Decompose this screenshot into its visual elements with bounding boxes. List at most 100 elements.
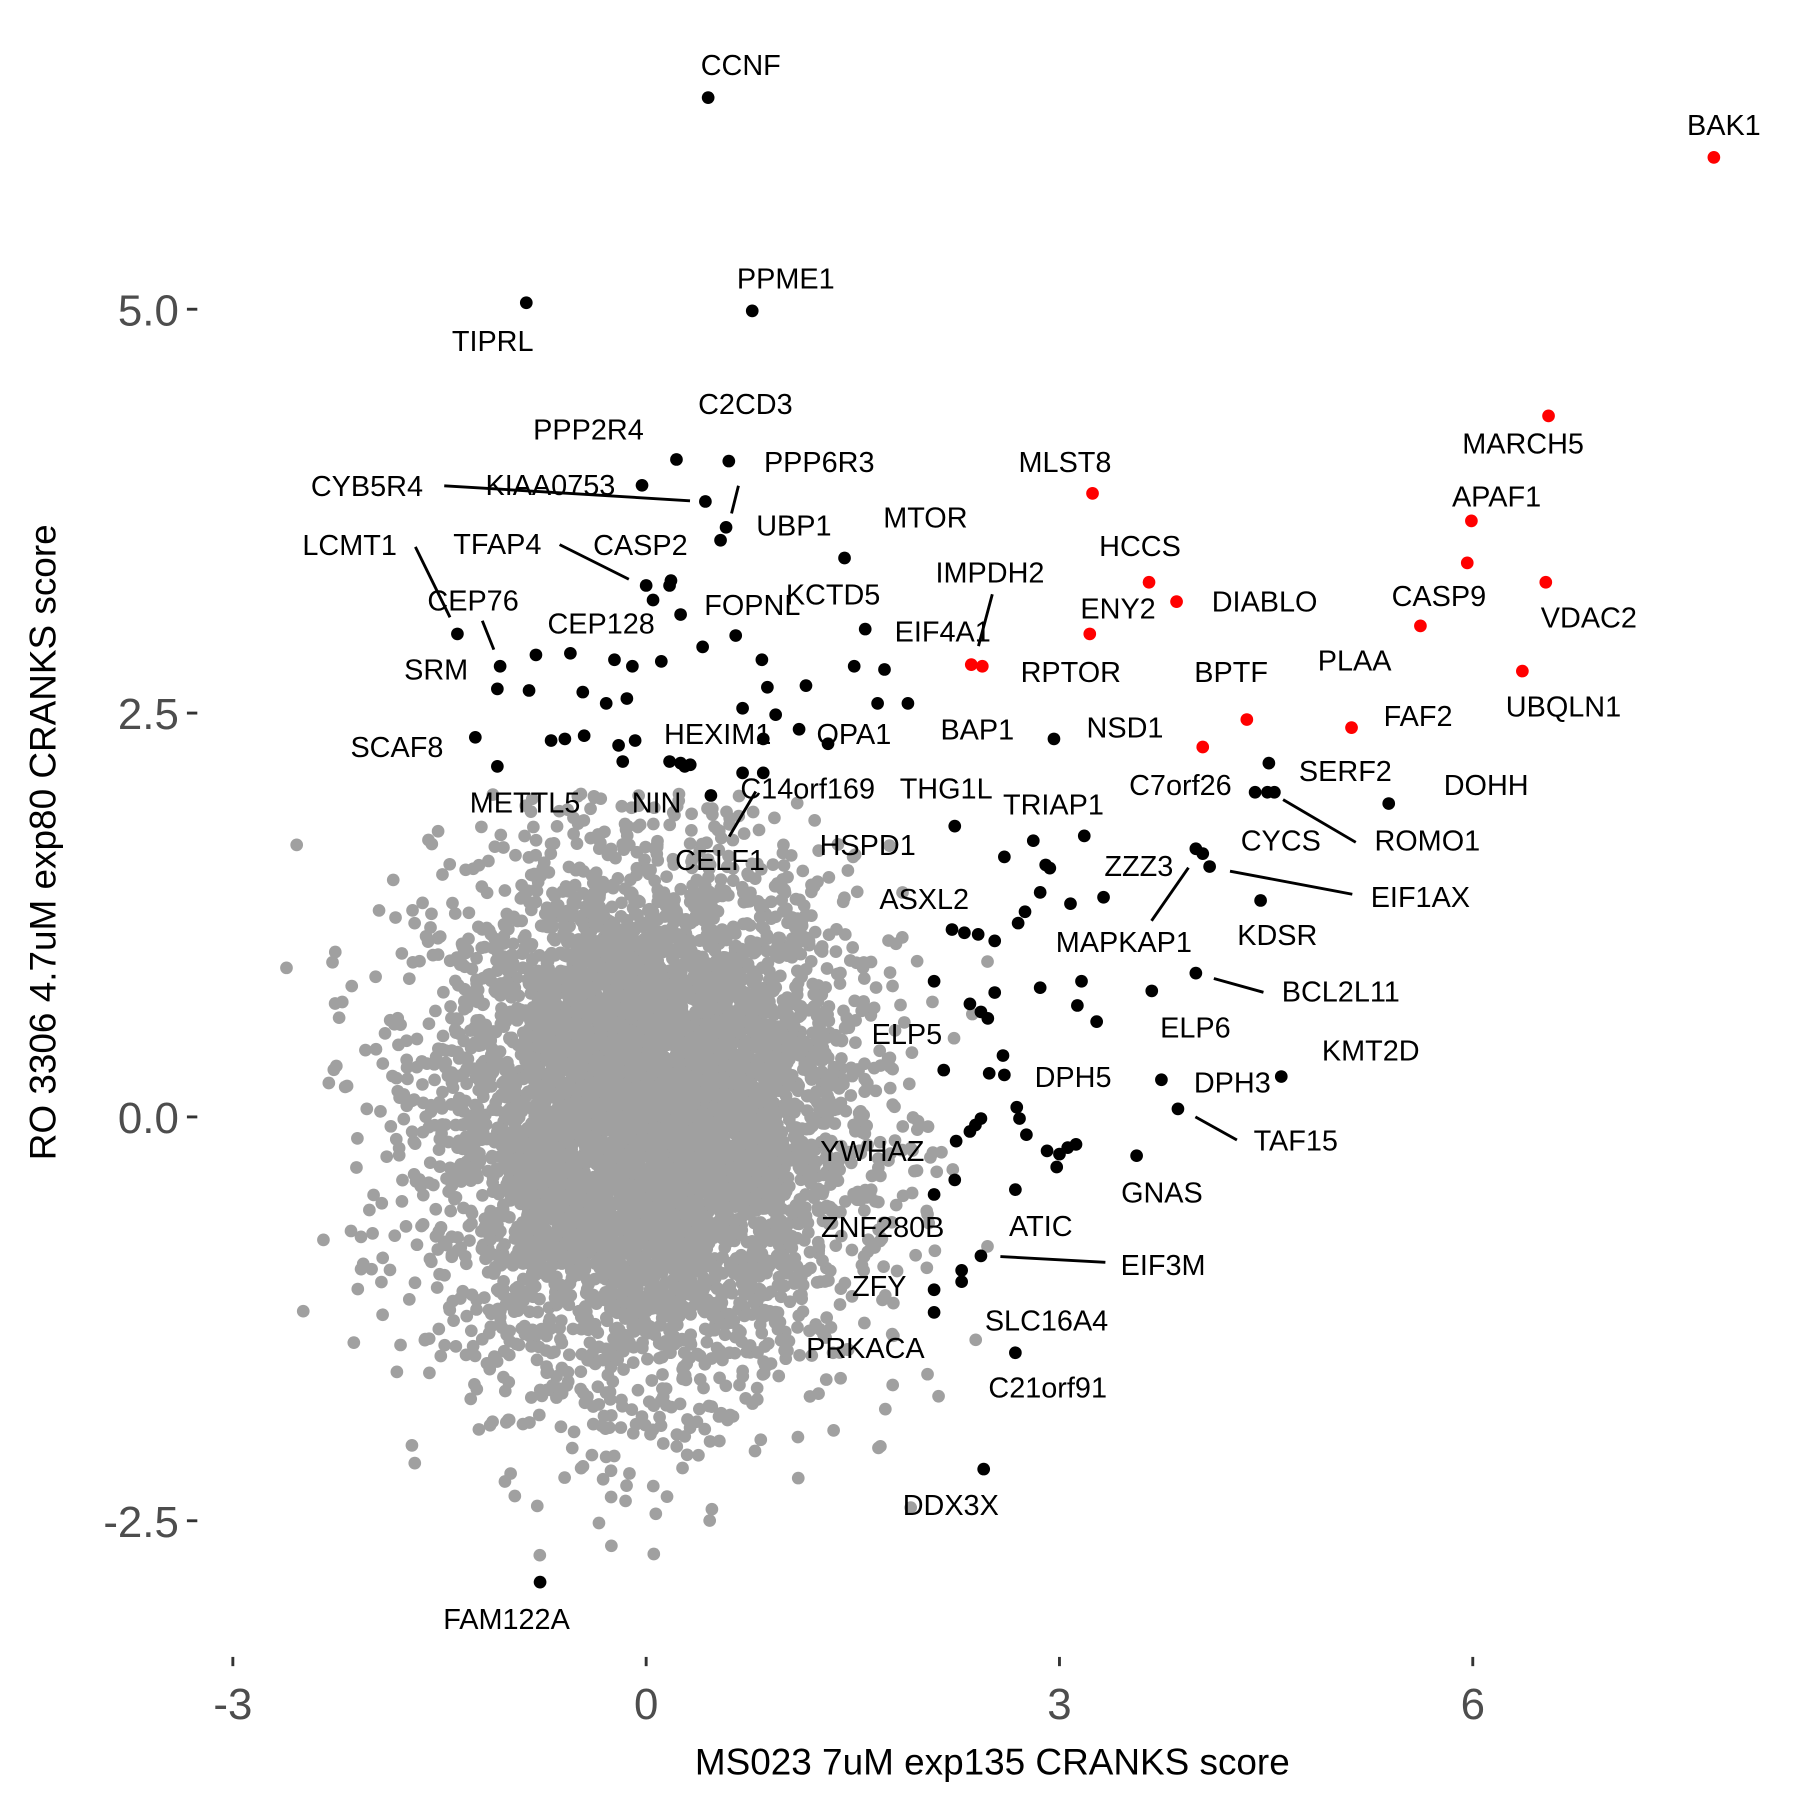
background-gene-point xyxy=(449,1340,463,1353)
background-gene-point xyxy=(726,874,740,887)
background-gene-point xyxy=(394,1338,407,1352)
background-gene-point xyxy=(566,1322,580,1336)
background-gene-point xyxy=(713,1434,726,1448)
background-gene-point xyxy=(565,1441,579,1455)
background-gene-point xyxy=(533,948,546,962)
background-gene-point xyxy=(574,1310,588,1324)
background-gene-point xyxy=(431,948,445,961)
background-gene-point xyxy=(515,947,529,961)
background-gene-point xyxy=(597,1409,611,1423)
background-gene-point xyxy=(464,1041,478,1055)
background-gene-point xyxy=(516,890,530,904)
background-gene-point xyxy=(884,1147,897,1160)
background-gene-point xyxy=(540,1366,554,1380)
background-gene-point xyxy=(695,837,709,851)
background-gene-point xyxy=(548,889,561,903)
background-gene-point xyxy=(562,1348,576,1362)
background-gene-point xyxy=(705,1400,719,1413)
background-gene-point xyxy=(744,934,757,948)
background-gene-point xyxy=(817,1031,831,1044)
background-gene-point xyxy=(416,896,429,910)
background-gene-point xyxy=(736,1014,750,1028)
background-gene-point xyxy=(407,1135,421,1149)
background-gene-point xyxy=(624,873,637,887)
background-gene-point xyxy=(418,1332,432,1346)
background-gene-point xyxy=(815,940,829,953)
background-gene-point xyxy=(752,823,766,837)
background-gene-point xyxy=(908,1164,921,1178)
background-gene-point xyxy=(472,920,485,934)
background-gene-point xyxy=(824,1178,837,1191)
background-gene-point xyxy=(774,1334,788,1347)
background-gene-point xyxy=(462,906,476,920)
background-gene-point xyxy=(431,824,445,838)
background-genes xyxy=(280,787,994,1562)
background-gene-point xyxy=(711,1143,724,1156)
background-gene-point xyxy=(921,1367,934,1381)
background-gene-point xyxy=(416,1125,430,1139)
background-gene-point xyxy=(849,1014,862,1027)
background-gene-point xyxy=(494,828,508,842)
background-gene-point xyxy=(867,1001,881,1015)
background-gene-point xyxy=(460,1077,474,1091)
background-gene-point xyxy=(498,950,512,964)
background-gene-point xyxy=(654,1394,668,1407)
background-gene-point xyxy=(737,827,751,840)
background-gene-point xyxy=(894,998,907,1012)
background-gene-point xyxy=(810,1276,824,1289)
background-gene-point xyxy=(550,1369,563,1383)
background-gene-point xyxy=(432,1143,446,1157)
background-gene-point xyxy=(867,1061,881,1075)
background-gene-point xyxy=(905,1186,919,1200)
background-gene-point xyxy=(910,954,924,968)
background-gene-point xyxy=(601,1368,615,1382)
background-gene-point xyxy=(744,886,757,900)
background-gene-point xyxy=(734,1134,748,1148)
background-gene-point xyxy=(877,1260,890,1273)
background-gene-point xyxy=(484,974,498,988)
background-gene-point xyxy=(444,1204,458,1218)
background-gene-point xyxy=(822,928,836,942)
background-gene-point xyxy=(486,788,500,802)
background-gene-point xyxy=(344,1224,358,1238)
background-gene-point xyxy=(345,979,359,993)
background-gene-point xyxy=(771,1306,785,1319)
background-gene-point xyxy=(834,1371,847,1385)
background-gene-point xyxy=(831,837,845,851)
background-gene-point xyxy=(857,1204,871,1217)
background-gene-point xyxy=(830,1034,843,1047)
background-gene-point xyxy=(455,937,469,951)
background-gene-point xyxy=(761,1337,775,1350)
background-gene-point xyxy=(464,1392,478,1406)
background-gene-point xyxy=(819,981,832,994)
background-gene-point xyxy=(545,1346,558,1360)
background-gene-point xyxy=(817,1168,831,1182)
background-gene-point xyxy=(745,857,759,871)
background-gene-point xyxy=(928,1244,942,1258)
background-gene-point xyxy=(442,1066,456,1080)
background-gene-point xyxy=(935,1145,948,1159)
background-gene-point xyxy=(857,972,871,985)
background-gene-point xyxy=(946,1163,960,1176)
background-gene-point xyxy=(410,1032,424,1046)
background-gene-point xyxy=(729,927,742,940)
background-gene-point xyxy=(446,1294,460,1308)
background-gene-point xyxy=(603,1392,617,1406)
background-gene-point xyxy=(666,1256,679,1270)
background-gene-point xyxy=(524,868,538,882)
background-gene-point xyxy=(781,870,794,884)
background-gene-point xyxy=(641,1352,654,1366)
background-gene-point xyxy=(592,842,606,856)
background-gene-point xyxy=(845,1243,859,1257)
background-gene-point xyxy=(615,799,629,813)
background-gene-point xyxy=(714,873,728,886)
background-gene-point xyxy=(654,931,668,945)
background-gene-point xyxy=(667,916,681,929)
background-gene-point xyxy=(749,1034,763,1048)
background-gene-point xyxy=(807,879,821,893)
background-gene-point xyxy=(478,1108,492,1122)
background-gene-point xyxy=(530,884,544,898)
background-gene-point xyxy=(896,886,909,899)
background-gene-point xyxy=(813,1102,826,1116)
